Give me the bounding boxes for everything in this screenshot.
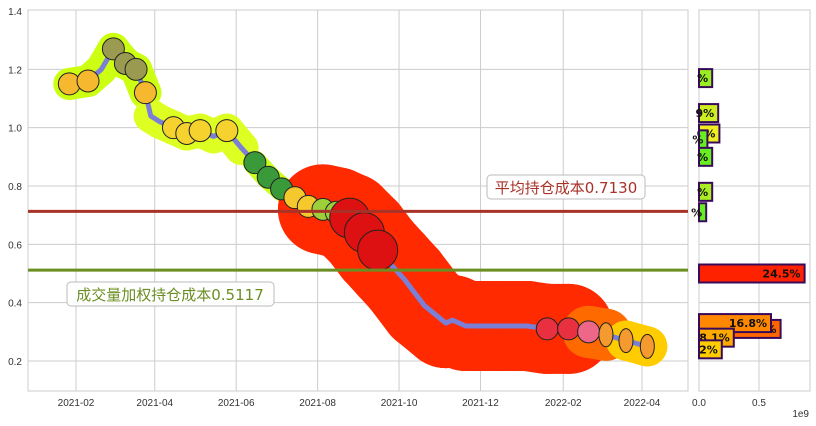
svg-text:9%: 9% (696, 107, 715, 120)
side-plot: %9%0%%%%%24.5%18.9%16.8%8.1%2% 0.00.5 1e… (691, 9, 811, 420)
volume-bar: % (697, 68, 714, 89)
banana-icon (188, 119, 212, 143)
side-x-tick-label: 0.0 (692, 398, 706, 409)
y-tick-label: 0.4 (8, 299, 22, 310)
y-tick-label: 0.2 (8, 357, 22, 368)
main-plot: 平均持仓成本0.7130 成交量加权持仓成本0.5117 2021-02 2021… (8, 7, 689, 409)
svg-text:24.5%: 24.5% (762, 268, 800, 281)
svg-text:16.8%: 16.8% (729, 317, 767, 330)
apple-icon (357, 229, 399, 271)
volume-bars: %9%0%%%%%24.5%18.9%16.8%8.1%2% (691, 68, 806, 360)
carrot-icon (598, 322, 614, 348)
y-tick-label: 0.8 (8, 182, 22, 193)
volume-bar: 24.5% (698, 263, 806, 284)
svg-text:%: % (697, 186, 708, 199)
volume-bar: % (692, 129, 709, 150)
volume-bar: % (691, 202, 708, 223)
watermelon-slice-icon (557, 317, 581, 341)
volume-bar: 9% (696, 103, 720, 124)
x-tick-label: 2021-12 (462, 398, 499, 409)
volume-bar: 2% (698, 339, 723, 360)
x-tick-label: 2021-04 (136, 398, 173, 409)
pear-icon (124, 57, 148, 81)
side-x-tick-label: 0.5 (752, 398, 766, 409)
x-tick-label: 2021-02 (58, 398, 95, 409)
svg-text:%: % (691, 206, 702, 219)
volume-bar: % (697, 146, 714, 167)
x-axis-ticks: 2021-02 2021-04 2021-06 2021-08 2021-10 2021-… (58, 398, 661, 409)
y-axis-ticks: 0.2 0.4 0.6 0.8 1.0 1.2 1.4 (8, 7, 22, 368)
pineapple-icon (76, 69, 100, 93)
x-tick-label: 2022-04 (624, 398, 661, 409)
banana-icon (215, 119, 239, 143)
y-tick-label: 1.0 (8, 124, 22, 135)
avg-cost-label: 平均持仓成本0.7130 (495, 179, 638, 197)
svg-text:%: % (697, 72, 708, 85)
x-tick-label: 2021-08 (299, 398, 336, 409)
y-tick-label: 1.2 (8, 65, 22, 76)
vwap-cost-annotation: 成交量加权持仓成本0.5117 (66, 281, 275, 307)
offset-label: 1e9 (792, 409, 809, 420)
fruit-markers (57, 37, 655, 359)
svg-text:%: % (692, 133, 703, 146)
svg-text:%: % (697, 151, 708, 164)
carrot-icon (618, 328, 634, 354)
vwap-cost-label: 成交量加权持仓成本0.5117 (76, 286, 264, 304)
pineapple-icon (133, 81, 157, 105)
x-tick-label: 2021-06 (218, 398, 255, 409)
side-x-ticks: 0.0 0.5 (692, 398, 766, 409)
avg-cost-annotation: 平均持仓成本0.7130 (486, 174, 646, 200)
watermelon-slice-icon (535, 317, 559, 341)
carrot-icon (639, 333, 655, 359)
radish-icon (577, 320, 601, 344)
y-tick-label: 0.6 (8, 240, 22, 251)
volume-bar: 16.8% (698, 313, 772, 334)
x-tick-label: 2022-02 (545, 398, 582, 409)
x-tick-label: 2021-10 (381, 398, 418, 409)
volume-bar: % (697, 181, 714, 202)
svg-text:2%: 2% (699, 343, 718, 356)
watermelon-icon (243, 151, 267, 175)
y-tick-label: 1.4 (8, 7, 22, 18)
